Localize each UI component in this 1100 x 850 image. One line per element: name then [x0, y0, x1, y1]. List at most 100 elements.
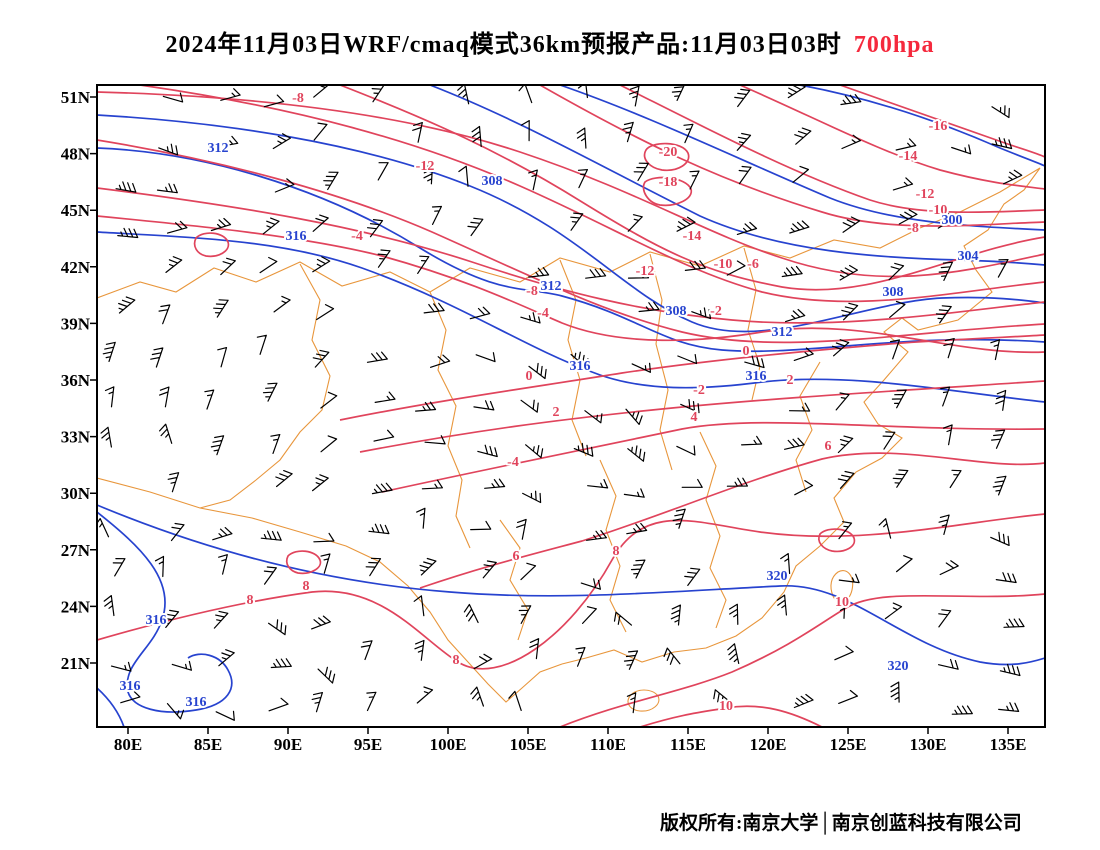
temperature-contour-line [381, 421, 1045, 493]
y-axis-tick-label: 24N [61, 597, 91, 616]
temperature-contour-line [539, 85, 1045, 227]
x-axis-tick-label: 125E [830, 735, 867, 754]
y-axis-tick-label: 42N [61, 258, 91, 277]
temperature-contour-label: -6 [747, 257, 759, 272]
x-axis-tick-label: 130E [910, 735, 947, 754]
temperature-contour-label: -14 [899, 149, 918, 164]
map-boundary-path [599, 459, 627, 633]
temperature-contour-label: -10 [714, 257, 733, 272]
map-boundaries [97, 167, 1041, 712]
axis-tick-marks [90, 96, 1009, 734]
wind-barb-symbols [97, 85, 1025, 721]
temperature-contour-line [97, 187, 1045, 324]
height-contour-line [799, 85, 1045, 167]
map-boundary-path [199, 263, 331, 509]
x-axis-tick-label: 105E [510, 735, 547, 754]
temperature-contour-line [839, 85, 1045, 158]
temperature-contour-label: -14 [683, 229, 702, 244]
pressure-level-label: 700hpa [853, 32, 935, 58]
x-axis-tick-label: 115E [670, 735, 706, 754]
temperature-contour-label: -4 [351, 229, 363, 244]
temperature-contour-label: -18 [659, 175, 678, 190]
map-boundary-path [561, 167, 1041, 665]
temperature-contour-label: 6 [825, 439, 832, 454]
temperature-contour-line [193, 232, 230, 258]
temperature-contour-label: 10 [719, 699, 733, 714]
temperature-contour-label: 6 [513, 549, 520, 564]
height-contour-line [97, 114, 1045, 333]
temperature-contour-label: 8 [613, 544, 620, 559]
height-contour-label: 316 [746, 369, 767, 384]
height-contour-line [97, 504, 1045, 666]
temperature-contour-line [97, 513, 1045, 670]
temperature-contour-label: 2 [787, 373, 794, 388]
y-axis-tick-label: 51N [61, 88, 91, 107]
x-axis-tick-label: 80E [114, 735, 142, 754]
map-boundary-path [429, 291, 471, 549]
map-boundary-path [795, 361, 821, 493]
height-contours [97, 85, 1045, 727]
height-contour-label: 312 [208, 141, 229, 156]
height-contour-label: 316 [146, 613, 167, 628]
x-axis-tick-label: 110E [590, 735, 626, 754]
temperature-contour-label: 8 [453, 653, 460, 668]
map-boundary-path [559, 259, 587, 457]
temperature-contour-line [339, 334, 1045, 421]
height-contour-label: 308 [482, 174, 503, 189]
map-boundary-path [830, 570, 854, 603]
y-axis-tick-label: 36N [61, 371, 91, 390]
height-contour-line [97, 511, 233, 713]
height-contour-label: 300 [942, 213, 963, 228]
height-contour-label: 308 [883, 285, 904, 300]
temperature-contour-label: -12 [916, 187, 935, 202]
chart-title: 2024年11月03日WRF/cmaq模式36km预报产品:11月03日03时 7… [0, 24, 1100, 59]
x-axis-tick-label: 90E [274, 735, 302, 754]
temperature-contour-line [97, 91, 1045, 278]
temperature-contour-label: -12 [636, 264, 655, 279]
y-axis-tick-label: 33N [61, 428, 91, 447]
height-contour-label: 320 [888, 659, 909, 674]
map-boundary-path [627, 689, 660, 712]
height-contour-label: 304 [958, 249, 979, 264]
height-contour-line [97, 231, 1045, 403]
height-contour-line [97, 687, 125, 727]
height-contour-line [429, 85, 1045, 266]
temperature-contour-label: -2 [693, 383, 705, 398]
height-contour-label: 320 [767, 569, 788, 584]
temperature-contour-label: 0 [743, 344, 750, 359]
temperature-contour-line [419, 452, 1045, 589]
map-boundary-path [649, 253, 673, 471]
temperature-contour-label: 10 [835, 595, 849, 610]
y-axis-tick-label: 30N [61, 484, 91, 503]
wind-barbs [97, 85, 1025, 721]
temperature-contour-line [642, 176, 693, 207]
y-axis-tick-label: 21N [61, 654, 91, 673]
y-axis-tick-label: 48N [61, 145, 91, 164]
temperature-contour-label: -4 [537, 306, 549, 321]
height-contour-label: 316 [570, 359, 591, 374]
height-contour-label: 312 [541, 279, 562, 294]
temperature-contour-label: 2 [553, 405, 560, 420]
temperature-contour-label: -4 [507, 455, 519, 470]
temperature-contour-line [97, 215, 1045, 354]
x-axis-tick-label: 120E [750, 735, 787, 754]
height-contour-label: 308 [666, 304, 687, 319]
temperature-contour-label: -20 [659, 145, 678, 160]
axis-labels: 51N 48N 45N 42N 39N 36N 33N 30N 27N 24N 21N 80E 85E 9… [61, 88, 1027, 754]
height-contour-label: 316 [286, 229, 307, 244]
x-axis-tick-label: 135E [990, 735, 1027, 754]
map-boundary-path [97, 477, 563, 703]
temperature-contour-line [559, 593, 1045, 727]
temperature-contour-label: -16 [929, 119, 948, 134]
y-axis-tick-label: 39N [61, 314, 91, 333]
temperature-contour-label: -10 [929, 203, 948, 218]
height-contour-line [559, 85, 1045, 231]
temperature-contour-label: 8 [247, 593, 254, 608]
temperature-contour-label: -2 [710, 304, 722, 319]
temperature-contour-line [139, 85, 1045, 303]
temperature-contour-label: 0 [526, 369, 533, 384]
tick-mark [90, 96, 1009, 734]
temperature-contour-label: -8 [907, 221, 919, 236]
temperature-contour-line [285, 550, 322, 575]
